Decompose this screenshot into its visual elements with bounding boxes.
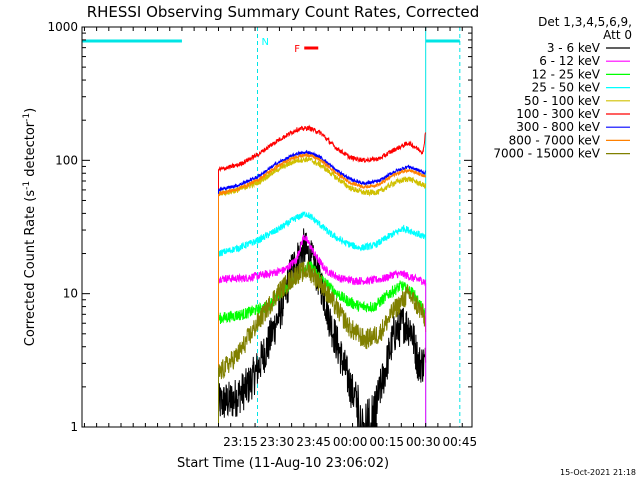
y-axis-label-sup2: -1 <box>22 113 32 122</box>
plot-frame <box>81 26 473 428</box>
y-axis-label-end: ) <box>23 108 38 113</box>
series-line-6 <box>218 149 427 427</box>
legend-label: 25 - 50 keV <box>532 81 601 95</box>
x-tick-label: 00:15 <box>369 435 404 449</box>
series-line-5 <box>218 124 427 427</box>
legend-label: 50 - 100 keV <box>524 94 601 108</box>
night-marker-label: N <box>262 37 269 48</box>
legend-label: 800 - 7000 keV <box>509 133 601 147</box>
series-line-3 <box>218 211 426 427</box>
legend-label: 6 - 12 keV <box>539 54 601 68</box>
y-axis-label-mid: detector <box>23 121 38 181</box>
x-axis-ticks: 23:15 23:30 23:45 00:00 00:15 00:30 00:45 <box>83 27 478 449</box>
y-axis-label-sup1: -1 <box>22 181 32 190</box>
plot-layer: NF <box>81 27 461 428</box>
legend-label: 7000 - 15000 keV <box>493 147 600 161</box>
y-tick-label: 1000 <box>47 20 78 34</box>
x-tick-label: 23:30 <box>260 435 295 449</box>
x-tick-label: 23:45 <box>296 435 331 449</box>
y-tick-label: 1 <box>70 420 78 434</box>
series-line-8 <box>218 260 427 427</box>
series-line-0 <box>218 228 427 428</box>
y-axis-label-main: Corrected Count Rate (s <box>23 190 38 347</box>
series-line-1 <box>218 234 427 427</box>
x-tick-label: 00:45 <box>443 435 478 449</box>
x-axis-label: Start Time (11-Aug-10 23:06:02) <box>177 456 389 471</box>
legend-label: 300 - 800 keV <box>516 120 600 134</box>
y-axis-ticks: 1 10 100 1000 <box>47 20 472 434</box>
x-tick-label: 00:00 <box>333 435 368 449</box>
y-axis-label: Corrected Count Rate (s-1 detector-1) <box>22 108 38 346</box>
series-line-7 <box>218 152 427 427</box>
detector-header-line2: Att 0 <box>603 28 632 42</box>
detector-header-line1: Det 1,3,4,5,6,9, <box>538 15 632 29</box>
x-tick-label: 00:30 <box>406 435 441 449</box>
legend-label: 12 - 25 keV <box>532 67 601 81</box>
y-tick-label: 100 <box>55 153 78 167</box>
y-tick-label: 10 <box>63 287 78 301</box>
legend-label: 3 - 6 keV <box>547 41 601 55</box>
legend-label: 100 - 300 keV <box>516 107 600 121</box>
chart-title: RHESSI Observing Summary Count Rates, Co… <box>87 3 480 21</box>
timestamp: 15-Oct-2021 21:18 <box>560 468 636 477</box>
x-tick-label: 23:15 <box>223 435 258 449</box>
flare-marker-label: F <box>294 44 300 55</box>
